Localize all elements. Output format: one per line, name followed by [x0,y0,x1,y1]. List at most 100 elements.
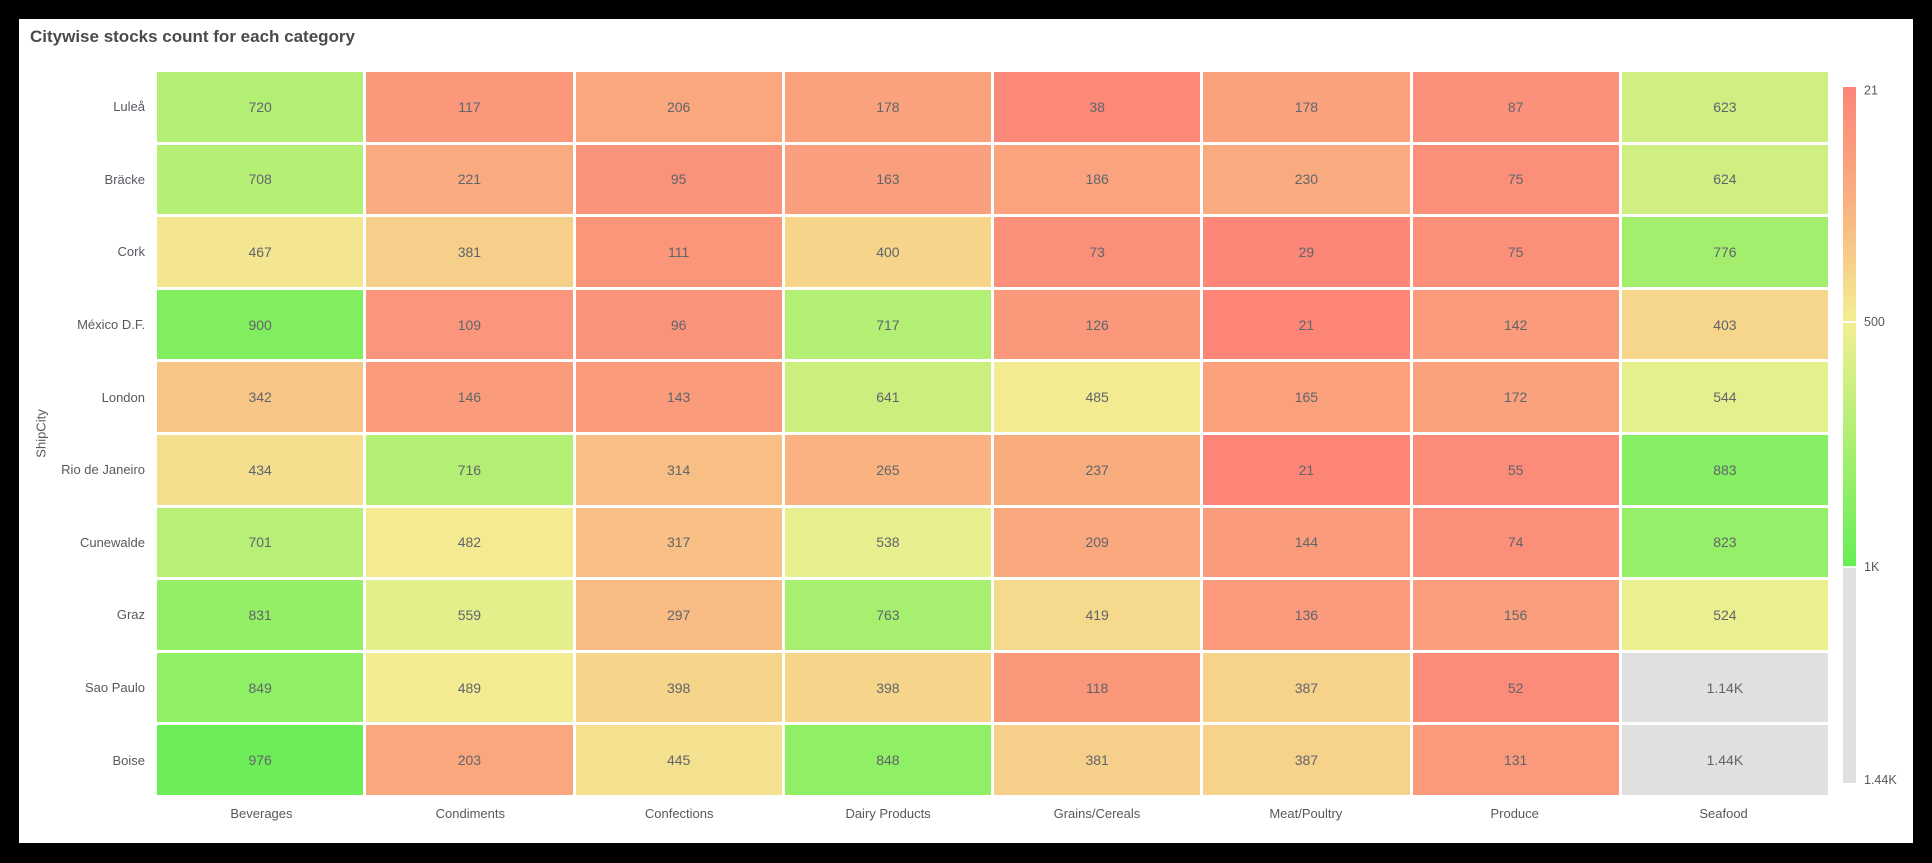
heatmap-cell[interactable]: 136 [1203,580,1410,650]
heatmap-cell[interactable]: 623 [1621,72,1828,142]
heatmap-cell[interactable]: 317 [575,507,782,578]
heatmap-cell[interactable]: 142 [1412,289,1619,360]
heatmap-cell[interactable]: 265 [784,434,991,505]
heatmap-cell[interactable]: 976 [157,725,364,795]
heatmap-grid: 720 117 206 178 38 178 87 623 708 221 95 163 186 230 7… [157,72,1828,795]
heatmap-cell[interactable]: 75 [1412,144,1619,215]
heatmap-cell[interactable]: 831 [157,580,364,650]
heatmap-cell[interactable]: 21 [1203,434,1410,505]
legend-tick-label: 21 [1864,83,1878,98]
row-label: Cunewalde [79,534,145,550]
heatmap-cell[interactable]: 398 [575,652,782,723]
heatmap-cell[interactable]: 403 [1621,289,1828,360]
row-label: México D.F. [77,317,145,333]
heatmap-cell[interactable]: 314 [575,434,782,505]
heatmap-cell[interactable]: 126 [994,289,1201,360]
y-axis-labels: Luleå Bräcke Cork México D.F. London Rio de J… [19,72,145,795]
x-axis-label: Seafood [1699,806,1748,821]
heatmap-cell[interactable]: 538 [784,507,991,578]
heatmap-cell[interactable]: 206 [575,72,782,142]
heatmap-cell[interactable]: 434 [157,434,364,505]
heatmap-cell[interactable]: 186 [994,144,1201,215]
heatmap-cell[interactable]: 203 [366,725,573,795]
heatmap-cell[interactable]: 823 [1621,507,1828,578]
heatmap-cell[interactable]: 482 [366,507,573,578]
row-label: Cork [117,244,145,260]
heatmap-cell[interactable]: 387 [1203,725,1410,795]
heatmap-cell[interactable]: 716 [366,434,573,505]
x-axis-label: Confections [644,806,714,821]
heatmap-cell[interactable]: 221 [366,144,573,215]
heatmap-cell[interactable]: 73 [994,217,1201,287]
heatmap-cell[interactable]: 419 [994,580,1201,650]
heatmap-cell[interactable]: 143 [575,362,782,432]
heatmap-cell[interactable]: 544 [1621,362,1828,432]
heatmap-cell[interactable]: 849 [157,652,364,723]
row-label: Luleå [113,99,145,115]
heatmap-cell[interactable]: 156 [1412,580,1619,650]
x-axis-label: Dairy Products [845,806,931,821]
legend-tick-line [1843,320,1856,323]
heatmap-cell[interactable]: 398 [784,652,991,723]
heatmap-cell[interactable]: 75 [1412,217,1619,287]
heatmap-cell[interactable]: 237 [994,434,1201,505]
heatmap-cell[interactable]: 21 [1203,289,1410,360]
heatmap-cell[interactable]: 1.44K [1621,725,1828,795]
heatmap-cell[interactable]: 381 [994,725,1201,795]
heatmap-cell[interactable]: 400 [784,217,991,287]
heatmap-cell[interactable]: 559 [366,580,573,650]
heatmap-cell[interactable]: 144 [1203,507,1410,578]
heatmap-cell[interactable]: 165 [1203,362,1410,432]
heatmap-cell[interactable]: 524 [1621,580,1828,650]
heatmap-cell[interactable]: 467 [157,217,364,287]
heatmap-cell[interactable]: 109 [366,289,573,360]
heatmap-cell[interactable]: 641 [784,362,991,432]
heatmap-cell[interactable]: 55 [1412,434,1619,505]
heatmap-cell[interactable]: 96 [575,289,782,360]
row-label: Sao Paulo [85,680,145,696]
heatmap-cell[interactable]: 209 [994,507,1201,578]
heatmap-cell[interactable]: 117 [366,72,573,142]
legend-gradient-bar [1843,87,1856,783]
heatmap-cell[interactable]: 1.14K [1621,652,1828,723]
heatmap-cell[interactable]: 95 [575,144,782,215]
heatmap-cell[interactable]: 87 [1412,72,1619,142]
x-axis-label: Meat/Poultry [1269,806,1343,821]
heatmap-cell[interactable]: 29 [1203,217,1410,287]
heatmap-cell[interactable]: 445 [575,725,782,795]
heatmap-cell[interactable]: 883 [1621,434,1828,505]
chart-card: Citywise stocks count for each category … [19,19,1913,843]
heatmap-cell[interactable]: 381 [366,217,573,287]
heatmap-cell[interactable]: 763 [784,580,991,650]
heatmap-cell[interactable]: 848 [784,725,991,795]
heatmap-cell[interactable]: 342 [157,362,364,432]
heatmap-cell[interactable]: 297 [575,580,782,650]
heatmap-cell[interactable]: 146 [366,362,573,432]
heatmap-cell[interactable]: 708 [157,144,364,215]
heatmap-cell[interactable]: 172 [1412,362,1619,432]
heatmap-cell[interactable]: 717 [784,289,991,360]
heatmap-cell[interactable]: 624 [1621,144,1828,215]
heatmap-cell[interactable]: 178 [784,72,991,142]
heatmap-cell[interactable]: 178 [1203,72,1410,142]
heatmap-cell[interactable]: 131 [1412,725,1619,795]
heatmap-cell[interactable]: 52 [1412,652,1619,723]
heatmap-cell[interactable]: 489 [366,652,573,723]
heatmap-cell[interactable]: 111 [575,217,782,287]
heatmap-cell[interactable]: 230 [1203,144,1410,215]
heatmap-cell[interactable]: 720 [157,72,364,142]
heatmap-cell[interactable]: 118 [994,652,1201,723]
heatmap-cell[interactable]: 163 [784,144,991,215]
heatmap-cell[interactable]: 776 [1621,217,1828,287]
heatmap-cell[interactable]: 38 [994,72,1201,142]
heatmap-cell[interactable]: 387 [1203,652,1410,723]
x-axis-label: Beverages [230,806,293,821]
row-label: Boise [112,752,145,768]
heatmap-cell[interactable]: 701 [157,507,364,578]
heatmap-cell[interactable]: 74 [1412,507,1619,578]
row-label: Graz [116,607,145,623]
heatmap-cell[interactable]: 485 [994,362,1201,432]
legend-tick-label: 1K [1864,560,1880,575]
x-axis-label: Condiments [435,806,505,821]
heatmap-cell[interactable]: 900 [157,289,364,360]
